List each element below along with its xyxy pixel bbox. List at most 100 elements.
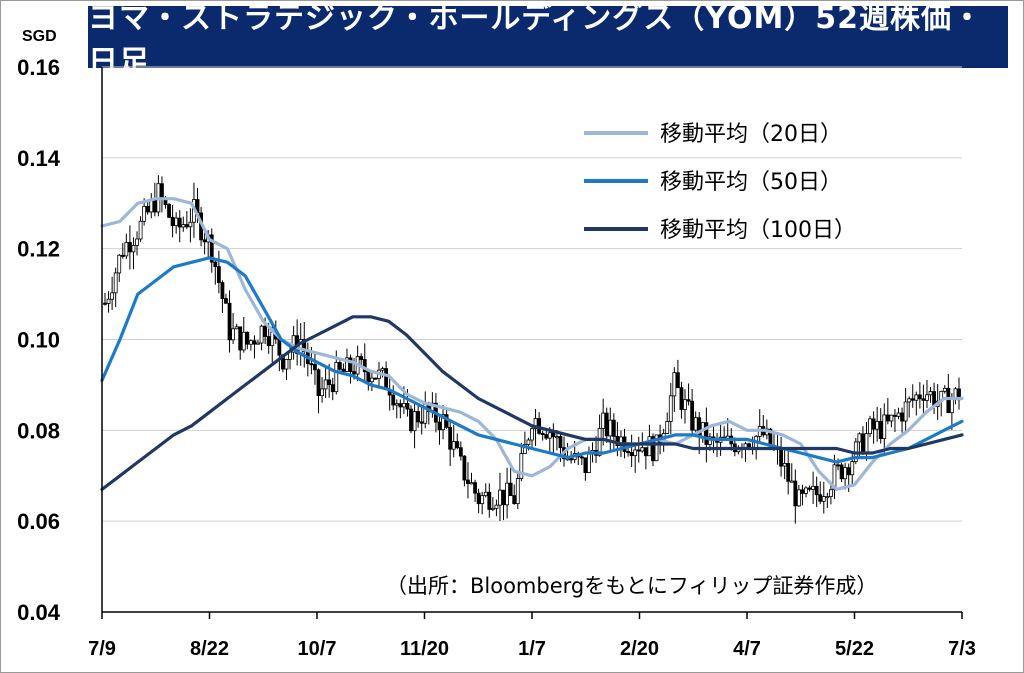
candle-body xyxy=(611,419,616,437)
ma-line-50 xyxy=(100,256,964,464)
candle-body xyxy=(633,449,638,457)
y-tick-label: 0.06 xyxy=(17,509,60,534)
candle-body xyxy=(455,441,460,449)
candle-body xyxy=(128,242,132,253)
candle-body xyxy=(893,414,897,417)
candle-body xyxy=(925,394,929,401)
legend-label-ma20: 移動平均（20日） xyxy=(660,122,842,147)
candle-body xyxy=(672,372,677,397)
candle-body xyxy=(836,464,840,467)
candle-body xyxy=(412,411,417,432)
candle-body xyxy=(220,282,225,299)
candle-body xyxy=(946,387,951,414)
candle-body xyxy=(569,458,574,461)
candle-body xyxy=(473,482,477,494)
x-tick-label: 7/9 xyxy=(88,638,116,660)
candle-body xyxy=(490,507,495,510)
x-tick-label: 2/20 xyxy=(620,638,659,660)
candle-body xyxy=(352,371,356,375)
y-axis-unit: SGD xyxy=(22,28,57,45)
candle-body xyxy=(316,369,321,397)
candle-body xyxy=(369,377,374,383)
candle-body xyxy=(668,395,673,422)
candle-body xyxy=(597,428,602,456)
candle-body xyxy=(818,494,823,502)
candle-body xyxy=(458,447,463,457)
candle-body xyxy=(248,340,253,345)
y-axis-ticks: 0.16 0.14 0.12 0.10 0.08 0.06 0.04 xyxy=(17,55,61,625)
legend-label-ma100: 移動平均（100日） xyxy=(660,218,856,243)
candle-body xyxy=(832,464,837,491)
candle-body xyxy=(747,443,751,448)
candle-body xyxy=(501,489,506,506)
candle-body xyxy=(259,325,264,344)
candle-body xyxy=(320,388,324,397)
candle-body xyxy=(530,428,534,441)
y-tick-label: 0.14 xyxy=(17,146,61,171)
candle-body xyxy=(868,418,872,435)
candle-body xyxy=(665,421,670,434)
candle-body xyxy=(252,340,257,345)
candle-body xyxy=(394,403,399,406)
candle-body xyxy=(106,298,111,304)
candle-body xyxy=(494,504,499,509)
candle-body xyxy=(910,398,915,401)
candle-body xyxy=(188,221,193,228)
candle-body xyxy=(587,451,591,473)
candle-body xyxy=(181,224,186,228)
source-note: （出所：Bloombergをもとにフィリップ証券作成） xyxy=(386,574,877,598)
candle-body xyxy=(309,363,314,366)
candle-body xyxy=(793,480,798,507)
candle-body xyxy=(551,432,556,438)
legend-label-ma50: 移動平均（50日） xyxy=(660,170,842,195)
candle-body xyxy=(846,467,851,476)
candle-body xyxy=(256,342,260,345)
x-tick-label: 1/7 xyxy=(518,638,546,660)
candle-body xyxy=(131,244,136,253)
candle-body xyxy=(330,384,335,393)
candle-body xyxy=(885,414,890,422)
candle-body xyxy=(277,338,282,356)
candle-body xyxy=(405,403,410,410)
candle-body xyxy=(142,205,147,222)
candle-body xyxy=(921,398,926,401)
candle-body xyxy=(903,401,908,422)
candle-body xyxy=(526,439,531,445)
candle-body xyxy=(170,216,175,227)
candle-body xyxy=(113,272,118,294)
candle-body xyxy=(914,394,919,401)
candle-body xyxy=(619,436,623,447)
candle-body xyxy=(266,336,271,347)
candle-body xyxy=(487,491,492,510)
candle-body xyxy=(686,399,691,402)
candle-body xyxy=(238,326,243,351)
candle-body xyxy=(675,372,680,389)
candle-body xyxy=(448,426,453,450)
candle-body xyxy=(907,398,912,403)
candle-body xyxy=(690,400,695,431)
candle-body xyxy=(878,420,883,439)
candle-body xyxy=(213,261,218,268)
candle-body xyxy=(231,328,236,341)
candle-body xyxy=(643,447,648,457)
candle-body xyxy=(850,461,855,476)
candle-body xyxy=(145,205,150,213)
candle-body xyxy=(117,254,122,274)
candle-body xyxy=(337,362,342,370)
candle-body xyxy=(138,220,143,240)
candle-body xyxy=(839,464,844,480)
candle-body xyxy=(120,254,125,257)
candle-body xyxy=(177,217,182,228)
candle-body xyxy=(323,379,328,390)
chart-title-text: ヨマ・ストラテジック・ホールディングス（YOM）52週株価・日足 xyxy=(88,1,984,80)
candle-body xyxy=(697,417,702,438)
ma-line-100 xyxy=(100,315,964,491)
candle-body xyxy=(110,292,115,300)
candle-body xyxy=(245,331,250,345)
candle-body xyxy=(782,463,787,467)
candle-body xyxy=(476,492,481,505)
candle-body xyxy=(359,356,364,360)
candle-body xyxy=(779,448,783,467)
